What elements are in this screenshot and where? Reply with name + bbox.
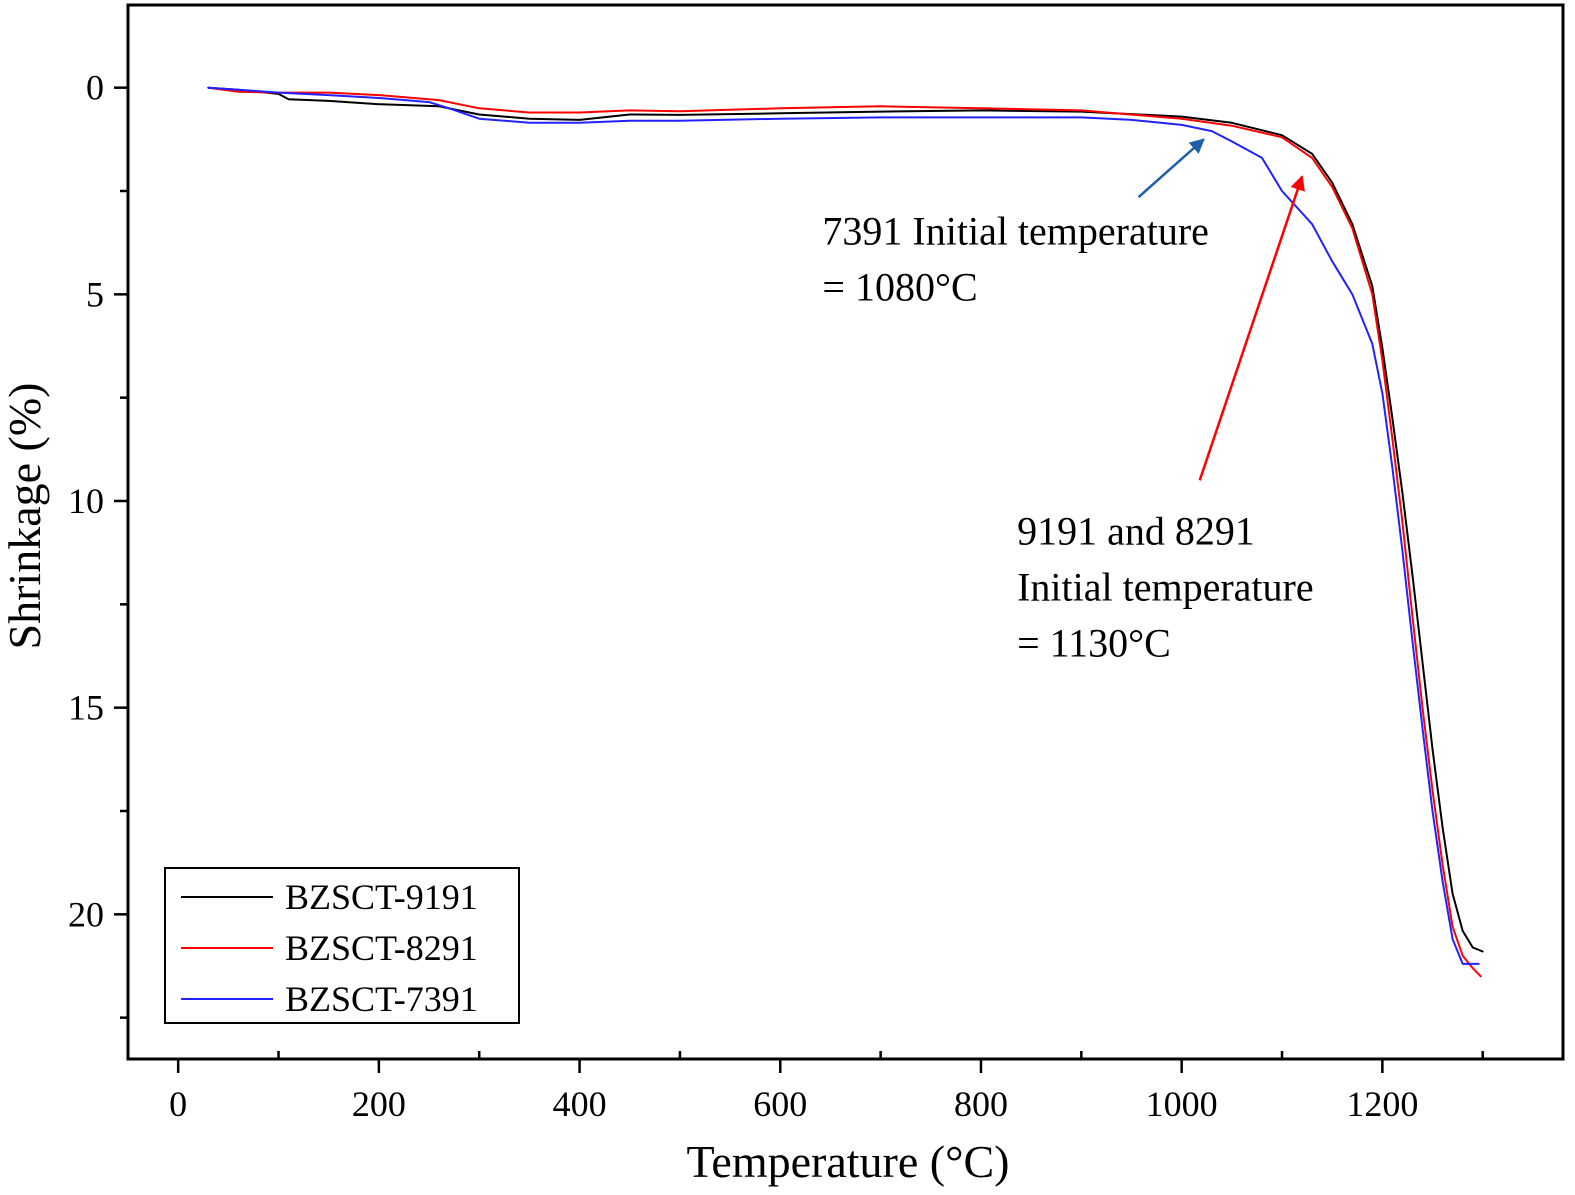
legend-label: BZSCT-9191 [285,877,478,917]
annotation-arrow [1200,177,1302,481]
x-tick-label: 1000 [1146,1084,1218,1124]
x-tick-label: 0 [169,1084,187,1124]
x-axis-title: Temperature (°C) [687,1136,1010,1187]
x-tick-label: 400 [553,1084,607,1124]
x-tick-label: 1200 [1346,1084,1418,1124]
annotation-text: 7391 Initial temperature [822,209,1209,254]
annotation-text: = 1130°C [1017,620,1171,665]
legend-label: BZSCT-8291 [285,928,478,968]
legend-label: BZSCT-7391 [285,979,478,1019]
y-axis-title: Shrinkage (%) [0,383,50,650]
x-tick-label: 800 [954,1084,1008,1124]
annotation-text: = 1080°C [822,265,977,310]
x-tick-label: 200 [352,1084,406,1124]
annotation-text: Initial temperature [1017,564,1314,609]
x-tick-label: 600 [753,1084,807,1124]
annotation-text: 9191 and 8291 [1017,508,1255,553]
y-tick-label: 0 [86,68,104,108]
y-tick-label: 5 [86,274,104,314]
y-tick-label: 10 [68,481,104,521]
annotation-arrow [1139,139,1204,197]
y-tick-label: 20 [68,894,104,934]
y-tick-label: 15 [68,688,104,728]
